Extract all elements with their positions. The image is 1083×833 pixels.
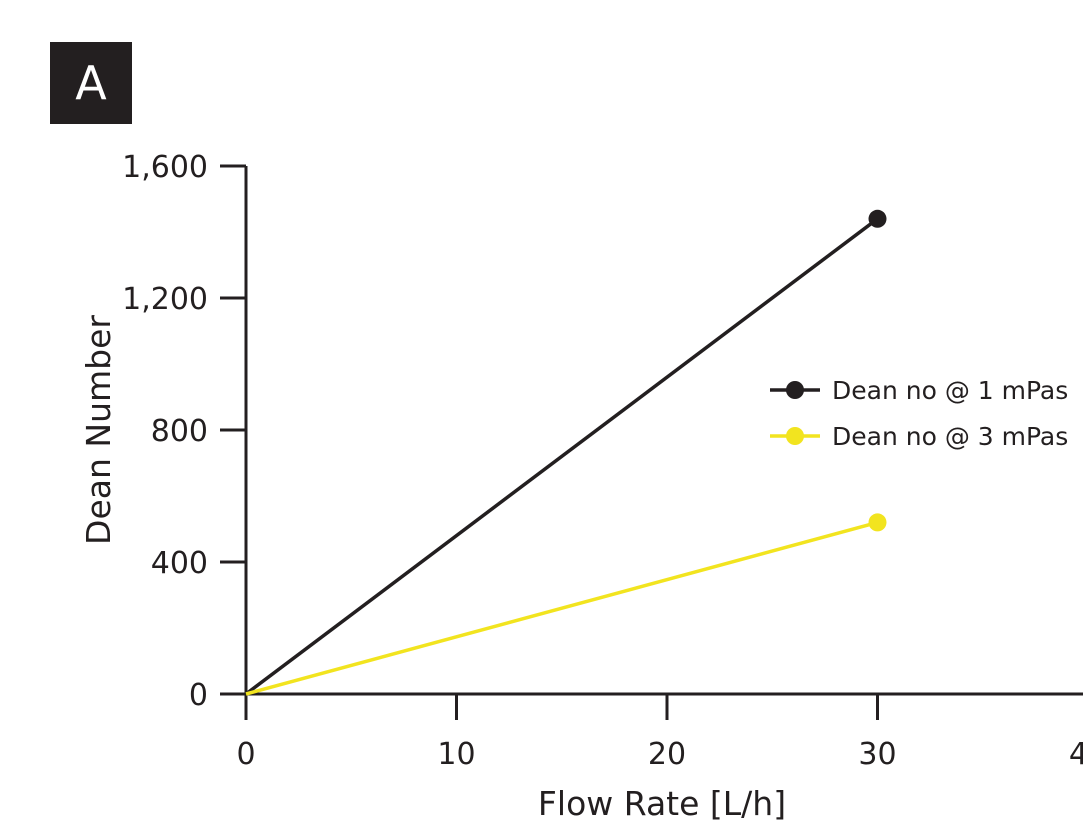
y-tick-label: 800 <box>151 414 208 449</box>
legend-label: Dean no @ 1 mPas <box>832 376 1068 405</box>
x-tick-label: 40 <box>1069 737 1083 772</box>
x-axis-title: Flow Rate [L/h] <box>538 784 786 823</box>
y-tick-label: 1,200 <box>122 282 208 317</box>
series-line-1 <box>244 217 879 696</box>
y-axis-title: Dean Number <box>79 315 118 545</box>
legend: Dean no @ 1 mPas Dean no @ 3 mPas <box>770 376 1068 451</box>
y-tick-label: 1,600 <box>122 150 208 185</box>
series-line-2 <box>245 520 878 696</box>
axes: 0 400 800 1,200 1,600 0 10 20 30 40 <box>122 150 1083 772</box>
x-tick-label: 20 <box>648 737 686 772</box>
legend-swatch-marker <box>786 381 804 399</box>
series-1-point <box>868 209 887 228</box>
series-2-point <box>868 513 887 532</box>
series-layer <box>244 209 887 696</box>
legend-label: Dean no @ 3 mPas <box>832 422 1068 451</box>
y-tick-label: 400 <box>151 546 208 581</box>
panel-label: A <box>50 42 132 124</box>
x-tick-label: 0 <box>236 737 255 772</box>
x-tick-label: 10 <box>437 737 475 772</box>
legend-swatch-marker <box>786 427 804 445</box>
y-tick-label: 0 <box>189 678 208 713</box>
x-tick-label: 30 <box>858 737 896 772</box>
